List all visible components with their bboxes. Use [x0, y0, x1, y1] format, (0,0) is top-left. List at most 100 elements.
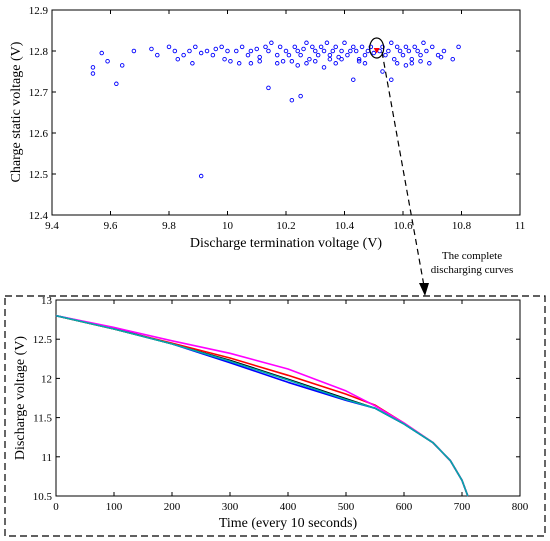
scatter-point — [356, 56, 362, 62]
scatter-point — [327, 52, 333, 58]
scatter-point — [441, 48, 447, 54]
scatter-point — [359, 44, 365, 50]
scatter-point — [248, 48, 254, 54]
scatter-point — [315, 52, 321, 58]
scatter-point — [181, 52, 186, 58]
scatter-point — [248, 61, 254, 66]
scatter-y-tick-label: 12.4 — [29, 210, 49, 222]
line-y-axis-label: Discharge voltage (V) — [13, 336, 28, 460]
scatter-point — [321, 65, 327, 70]
scatter-point — [310, 44, 315, 50]
scatter-y-axis-label: Charge static voltage (V) — [9, 41, 24, 182]
scatter-point — [105, 59, 110, 64]
scatter-points — [90, 37, 461, 179]
scatter-point — [155, 52, 160, 58]
scatter-point — [438, 54, 444, 60]
scatter-y-tick-label: 12.6 — [29, 128, 49, 140]
scatter-point — [327, 56, 333, 62]
scatter-point — [283, 48, 289, 54]
scatter-point — [321, 48, 327, 54]
scatter-point — [336, 54, 341, 60]
scatter-x-tick-label: 9.4 — [45, 220, 59, 232]
scatter-point — [204, 48, 210, 54]
scatter-point — [368, 44, 374, 50]
scatter-point — [210, 52, 216, 58]
scatter-point — [339, 56, 344, 62]
pointer-arrow-line — [381, 51, 425, 287]
scatter-point — [389, 77, 394, 82]
scatter-point — [292, 44, 298, 50]
scatter-x-axis-label: Discharge termination voltage (V) — [190, 236, 383, 251]
scatter-point — [380, 44, 385, 50]
scatter-point — [190, 61, 195, 66]
scatter-point — [274, 52, 280, 58]
scatter-point — [213, 46, 219, 52]
discharge-curve — [55, 314, 469, 497]
scatter-point — [380, 69, 385, 74]
scatter-point — [274, 61, 280, 66]
scatter-point — [386, 48, 391, 54]
scatter-point — [119, 63, 125, 68]
line-y-tick-label: 11.5 — [33, 413, 52, 425]
pointer-arrow-head — [419, 283, 429, 296]
scatter-point — [409, 61, 415, 66]
scatter-point — [286, 52, 292, 58]
line-x-tick-label: 500 — [338, 501, 355, 513]
scatter-x-tick-label: 11 — [515, 220, 526, 232]
scatter-point — [362, 52, 368, 58]
scatter-point — [193, 44, 198, 50]
scatter-point — [313, 48, 318, 54]
scatter-point — [263, 44, 268, 50]
scatter-y-tick-label: 12.8 — [29, 46, 49, 58]
highlighted-point — [373, 48, 380, 54]
scatter-point — [403, 44, 409, 50]
line-x-tick-label: 400 — [280, 501, 297, 513]
scatter-point — [228, 59, 233, 64]
scatter-point — [295, 48, 300, 54]
scatter-point — [424, 48, 429, 54]
highlight-circle — [369, 37, 385, 59]
scatter-point — [131, 48, 137, 54]
line-y-tick-label: 10.5 — [33, 491, 53, 503]
annotation-line-1: The complete — [442, 250, 502, 262]
scatter-point — [90, 65, 96, 70]
scatter-point — [266, 85, 271, 91]
scatter-point — [403, 63, 409, 68]
scatter-point — [418, 59, 423, 64]
scatter-x-tick-label: 9.8 — [162, 220, 176, 232]
scatter-point — [187, 48, 192, 54]
discharge-line-chart: 0 100 200 300 400 500 600 700 800 10.5 11 11.5 12 12.… — [13, 295, 529, 531]
scatter-point — [236, 61, 242, 66]
scatter-point — [295, 63, 300, 68]
scatter-point — [348, 48, 353, 54]
scatter-point — [353, 48, 359, 54]
scatter-point — [304, 61, 309, 66]
line-y-tick-label: 11 — [41, 452, 52, 464]
scatter-point — [114, 81, 119, 87]
discharge-curve — [55, 314, 469, 497]
line-x-tick-label: 800 — [512, 501, 529, 513]
scatter-point — [234, 48, 239, 54]
discharge-curve — [55, 314, 469, 497]
scatter-point — [400, 52, 406, 58]
line-x-axis-label: Time (every 10 seconds) — [219, 516, 358, 531]
line-x-tick-label: 700 — [454, 501, 471, 513]
scatter-point — [239, 44, 245, 50]
line-x-tick-label: 200 — [164, 501, 181, 513]
scatter-point — [397, 48, 403, 54]
scatter-point — [301, 46, 306, 52]
line-y-tick-label: 13 — [41, 295, 53, 307]
scatter-point — [254, 46, 259, 52]
scatter-point — [219, 44, 224, 50]
scatter-point — [298, 52, 303, 58]
line-x-tick-label: 0 — [53, 501, 59, 513]
line-y-tick-label: 12.5 — [33, 334, 53, 346]
scatter-point — [149, 46, 154, 52]
scatter-point — [383, 52, 388, 58]
scatter-point — [289, 59, 295, 64]
scatter-point — [421, 40, 426, 46]
discharge-curve — [55, 314, 469, 497]
scatter-point — [277, 44, 283, 50]
line-x-tick-label: 600 — [396, 501, 413, 513]
scatter-point — [257, 59, 262, 64]
